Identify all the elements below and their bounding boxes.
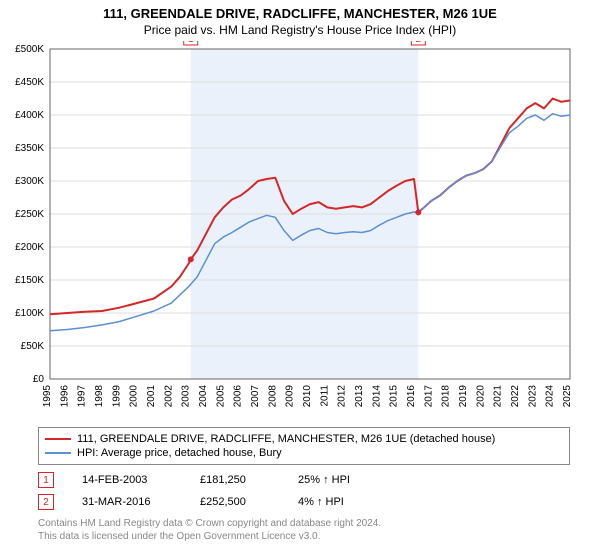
x-tick-label: 2014 <box>371 385 382 408</box>
legend-swatch <box>45 438 71 440</box>
x-tick-label: 2024 <box>545 385 556 408</box>
y-tick-label: £350K <box>15 143 44 154</box>
x-tick-label: 2006 <box>233 385 244 408</box>
chart-subtitle: Price paid vs. HM Land Registry's House … <box>0 21 600 41</box>
y-tick-label: £250K <box>15 209 44 220</box>
legend-row: HPI: Average price, detached house, Bury <box>45 446 563 460</box>
chart-title: 111, GREENDALE DRIVE, RADCLIFFE, MANCHES… <box>0 0 600 21</box>
x-tick-label: 2015 <box>389 385 400 408</box>
legend-label: HPI: Average price, detached house, Bury <box>77 447 282 459</box>
x-tick-label: 2003 <box>181 385 192 408</box>
marker-date: 14-FEB-2003 <box>82 474 172 486</box>
marker-price: £181,250 <box>200 474 270 486</box>
legend-swatch <box>45 452 71 454</box>
x-tick-label: 2011 <box>319 385 330 407</box>
footer-line-2: This data is licensed under the Open Gov… <box>38 530 570 543</box>
y-tick-label: £0 <box>33 374 45 385</box>
marker-pct: 4% ↑ HPI <box>298 496 378 508</box>
legend-label: 111, GREENDALE DRIVE, RADCLIFFE, MANCHES… <box>77 433 495 445</box>
y-tick-label: £150K <box>15 275 44 286</box>
x-tick-label: 1996 <box>59 385 70 408</box>
x-tick-label: 2022 <box>510 385 521 408</box>
marker-row: 1 14-FEB-2003 £181,250 25% ↑ HPI <box>38 469 570 491</box>
y-tick-label: £300K <box>15 176 44 187</box>
x-tick-label: 2013 <box>354 385 365 408</box>
y-tick-label: £500K <box>15 44 44 55</box>
marker-flag-label: 2 <box>416 41 422 45</box>
chart-svg: £0 £50K £100K £150K £200K £250K £300K £350K £400… <box>0 41 600 421</box>
x-tick-label: 2005 <box>215 385 226 408</box>
x-tick-label: 2018 <box>441 385 452 408</box>
y-tick-label: £450K <box>15 77 44 88</box>
x-tick-label: 2020 <box>475 385 486 408</box>
footer-attribution: Contains HM Land Registry data © Crown c… <box>38 517 570 543</box>
marker-dot <box>415 209 421 215</box>
markers-table: 1 14-FEB-2003 £181,250 25% ↑ HPI 2 31-MAR-201… <box>38 469 570 513</box>
x-tick-label: 2009 <box>285 385 296 408</box>
marker-date: 31-MAR-2016 <box>82 496 172 508</box>
x-tick-label: 2010 <box>302 385 313 408</box>
x-tick-label: 2019 <box>458 385 469 408</box>
marker-flag-label: 1 <box>188 41 194 45</box>
x-tick-label: 2025 <box>562 385 573 408</box>
x-tick-label: 1995 <box>42 385 53 408</box>
chart-container: 111, GREENDALE DRIVE, RADCLIFFE, MANCHES… <box>0 0 600 560</box>
marker-badge: 1 <box>38 472 54 488</box>
x-tick-label: 1999 <box>111 385 122 408</box>
x-tick-label: 2007 <box>250 385 261 408</box>
x-tick-label: 2021 <box>493 385 504 408</box>
x-tick-label: 2017 <box>423 385 434 408</box>
legend-box: 111, GREENDALE DRIVE, RADCLIFFE, MANCHES… <box>38 427 570 465</box>
marker-dot <box>188 256 194 262</box>
legend-row: 111, GREENDALE DRIVE, RADCLIFFE, MANCHES… <box>45 432 563 446</box>
x-tick-label: 2004 <box>198 385 209 408</box>
y-tick-label: £50K <box>21 341 45 352</box>
x-tick-label: 2016 <box>406 385 417 408</box>
x-tick-label: 2012 <box>337 385 348 408</box>
y-tick-label: £100K <box>15 308 44 319</box>
x-tick-label: 1997 <box>77 385 88 408</box>
x-tick-label: 2023 <box>527 385 538 408</box>
x-tick-label: 2008 <box>267 385 278 408</box>
marker-badge: 2 <box>38 494 54 510</box>
marker-price: £252,500 <box>200 496 270 508</box>
x-tick-label: 2000 <box>129 385 140 408</box>
x-tick-label: 2001 <box>146 385 157 408</box>
x-tick-label: 2002 <box>163 385 174 408</box>
x-tick-label: 1998 <box>94 385 105 408</box>
marker-row: 2 31-MAR-2016 £252,500 4% ↑ HPI <box>38 491 570 513</box>
y-tick-label: £400K <box>15 110 44 121</box>
marker-pct: 25% ↑ HPI <box>298 474 378 486</box>
y-tick-label: £200K <box>15 242 44 253</box>
footer-line-1: Contains HM Land Registry data © Crown c… <box>38 517 570 530</box>
